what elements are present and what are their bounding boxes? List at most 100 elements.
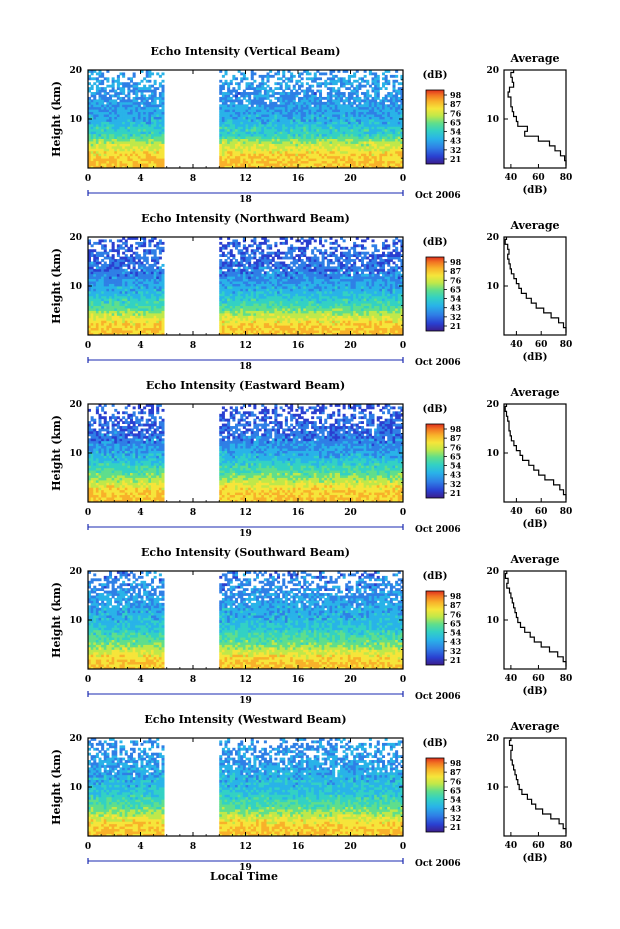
heatmap-cell <box>379 133 383 137</box>
heatmap-cell <box>224 332 228 336</box>
heatmap-cell <box>135 92 139 95</box>
heatmap-cell <box>263 101 267 105</box>
heatmap-cell <box>103 308 107 311</box>
heatmap-cell <box>376 141 380 144</box>
heatmap-cell <box>235 128 239 132</box>
heatmap-cell <box>266 92 270 95</box>
heatmap-cell <box>140 330 144 333</box>
heatmap-cell <box>313 310 317 314</box>
heatmap-cell <box>397 136 401 139</box>
heatmap-cell <box>292 315 296 319</box>
heatmap-cell <box>158 303 162 306</box>
heatmap-cell <box>329 116 333 120</box>
heatmap-cell <box>392 298 396 302</box>
heatmap-cell <box>271 158 275 162</box>
heatmap-cell <box>379 153 383 157</box>
heatmap-cell <box>240 317 244 321</box>
heatmap-cell <box>266 123 270 127</box>
heatmap-cell <box>340 106 344 110</box>
heatmap-cell <box>332 303 336 306</box>
heatmap-cell <box>232 150 236 154</box>
heatmap-cell <box>379 119 383 122</box>
heatmap-cell <box>313 322 317 326</box>
heatmap-cell <box>319 298 323 302</box>
heatmap-cell <box>300 153 304 157</box>
heatmap-cell <box>148 109 152 113</box>
heatmap-cell <box>305 160 309 164</box>
heatmap-cell <box>219 104 223 108</box>
heatmap-cell <box>345 315 349 319</box>
heatmap-cell <box>116 163 120 166</box>
heatmap-cell <box>282 111 286 115</box>
heatmap-cell <box>350 153 354 157</box>
heatmap-cell <box>334 300 338 304</box>
heatmap-cell <box>245 315 249 319</box>
heatmap-cell <box>279 317 283 321</box>
heatmap-cell <box>116 145 120 149</box>
heatmap-cell <box>122 82 126 86</box>
heatmap-cell <box>103 315 107 319</box>
heatmap-cell <box>93 82 97 86</box>
heatmap-cell <box>101 87 105 90</box>
heatmap-cell <box>290 163 294 166</box>
heatmap-cell <box>319 322 323 326</box>
heatmap-cell <box>379 315 383 319</box>
heatmap-cell <box>116 325 120 329</box>
heatmap-cell <box>277 131 281 135</box>
heatmap-cell <box>140 136 144 139</box>
heatmap-cell <box>140 131 144 135</box>
heatmap-cell <box>292 300 296 304</box>
heatmap-cell <box>332 300 336 304</box>
heatmap-cell <box>397 141 401 144</box>
heatmap-cell <box>311 148 315 152</box>
heatmap-cell <box>290 325 294 329</box>
heatmap-cell <box>313 143 317 147</box>
heatmap-cell <box>392 305 396 309</box>
heatmap-cell <box>106 148 110 152</box>
heatmap-cell <box>258 99 262 103</box>
heatmap-cell <box>140 133 144 137</box>
heatmap-cell <box>298 109 302 113</box>
heatmap-cell <box>261 150 265 154</box>
heatmap-cell <box>111 114 115 117</box>
heatmap-cell <box>95 141 99 144</box>
heatmap-cell <box>153 160 157 164</box>
heatmap-cell <box>366 101 370 105</box>
heatmap-cell <box>347 101 351 105</box>
heatmap-cell <box>103 121 107 125</box>
heatmap-cell <box>143 89 147 93</box>
heatmap-cell <box>319 123 323 127</box>
heatmap-cell <box>298 332 302 336</box>
heatmap-cell <box>345 126 349 130</box>
heatmap-cell <box>111 106 115 110</box>
heatmap-cell <box>101 111 105 115</box>
heatmap-cell <box>148 123 152 127</box>
heatmap-cell <box>279 163 283 166</box>
heatmap-cell <box>342 106 346 110</box>
heatmap-cell <box>316 128 320 132</box>
heatmap-cell <box>376 160 380 164</box>
heatmap-cell <box>137 310 141 314</box>
heatmap-cell <box>332 158 336 162</box>
heatmap-cell <box>116 109 120 113</box>
heatmap-cell <box>269 119 273 122</box>
heatmap-cell <box>363 99 367 103</box>
heatmap-cell <box>245 322 249 326</box>
heatmap-cell <box>368 327 372 331</box>
heatmap-cell <box>106 128 110 132</box>
heatmap-cell <box>95 123 99 127</box>
heatmap-cell <box>337 163 341 166</box>
heatmap-cell <box>263 128 267 132</box>
heatmap-cell <box>116 310 120 314</box>
heatmap-cell <box>284 133 288 137</box>
heatmap-cell <box>156 165 160 169</box>
heatmap-cell <box>326 163 330 166</box>
heatmap-cell <box>95 119 99 122</box>
heatmap-cell <box>292 322 296 326</box>
heatmap-cell <box>124 325 128 329</box>
heatmap-cell <box>290 89 294 93</box>
heatmap-cell <box>240 111 244 115</box>
heatmap-cell <box>156 317 160 321</box>
heatmap-cell <box>261 158 265 162</box>
heatmap-cell <box>374 320 378 324</box>
